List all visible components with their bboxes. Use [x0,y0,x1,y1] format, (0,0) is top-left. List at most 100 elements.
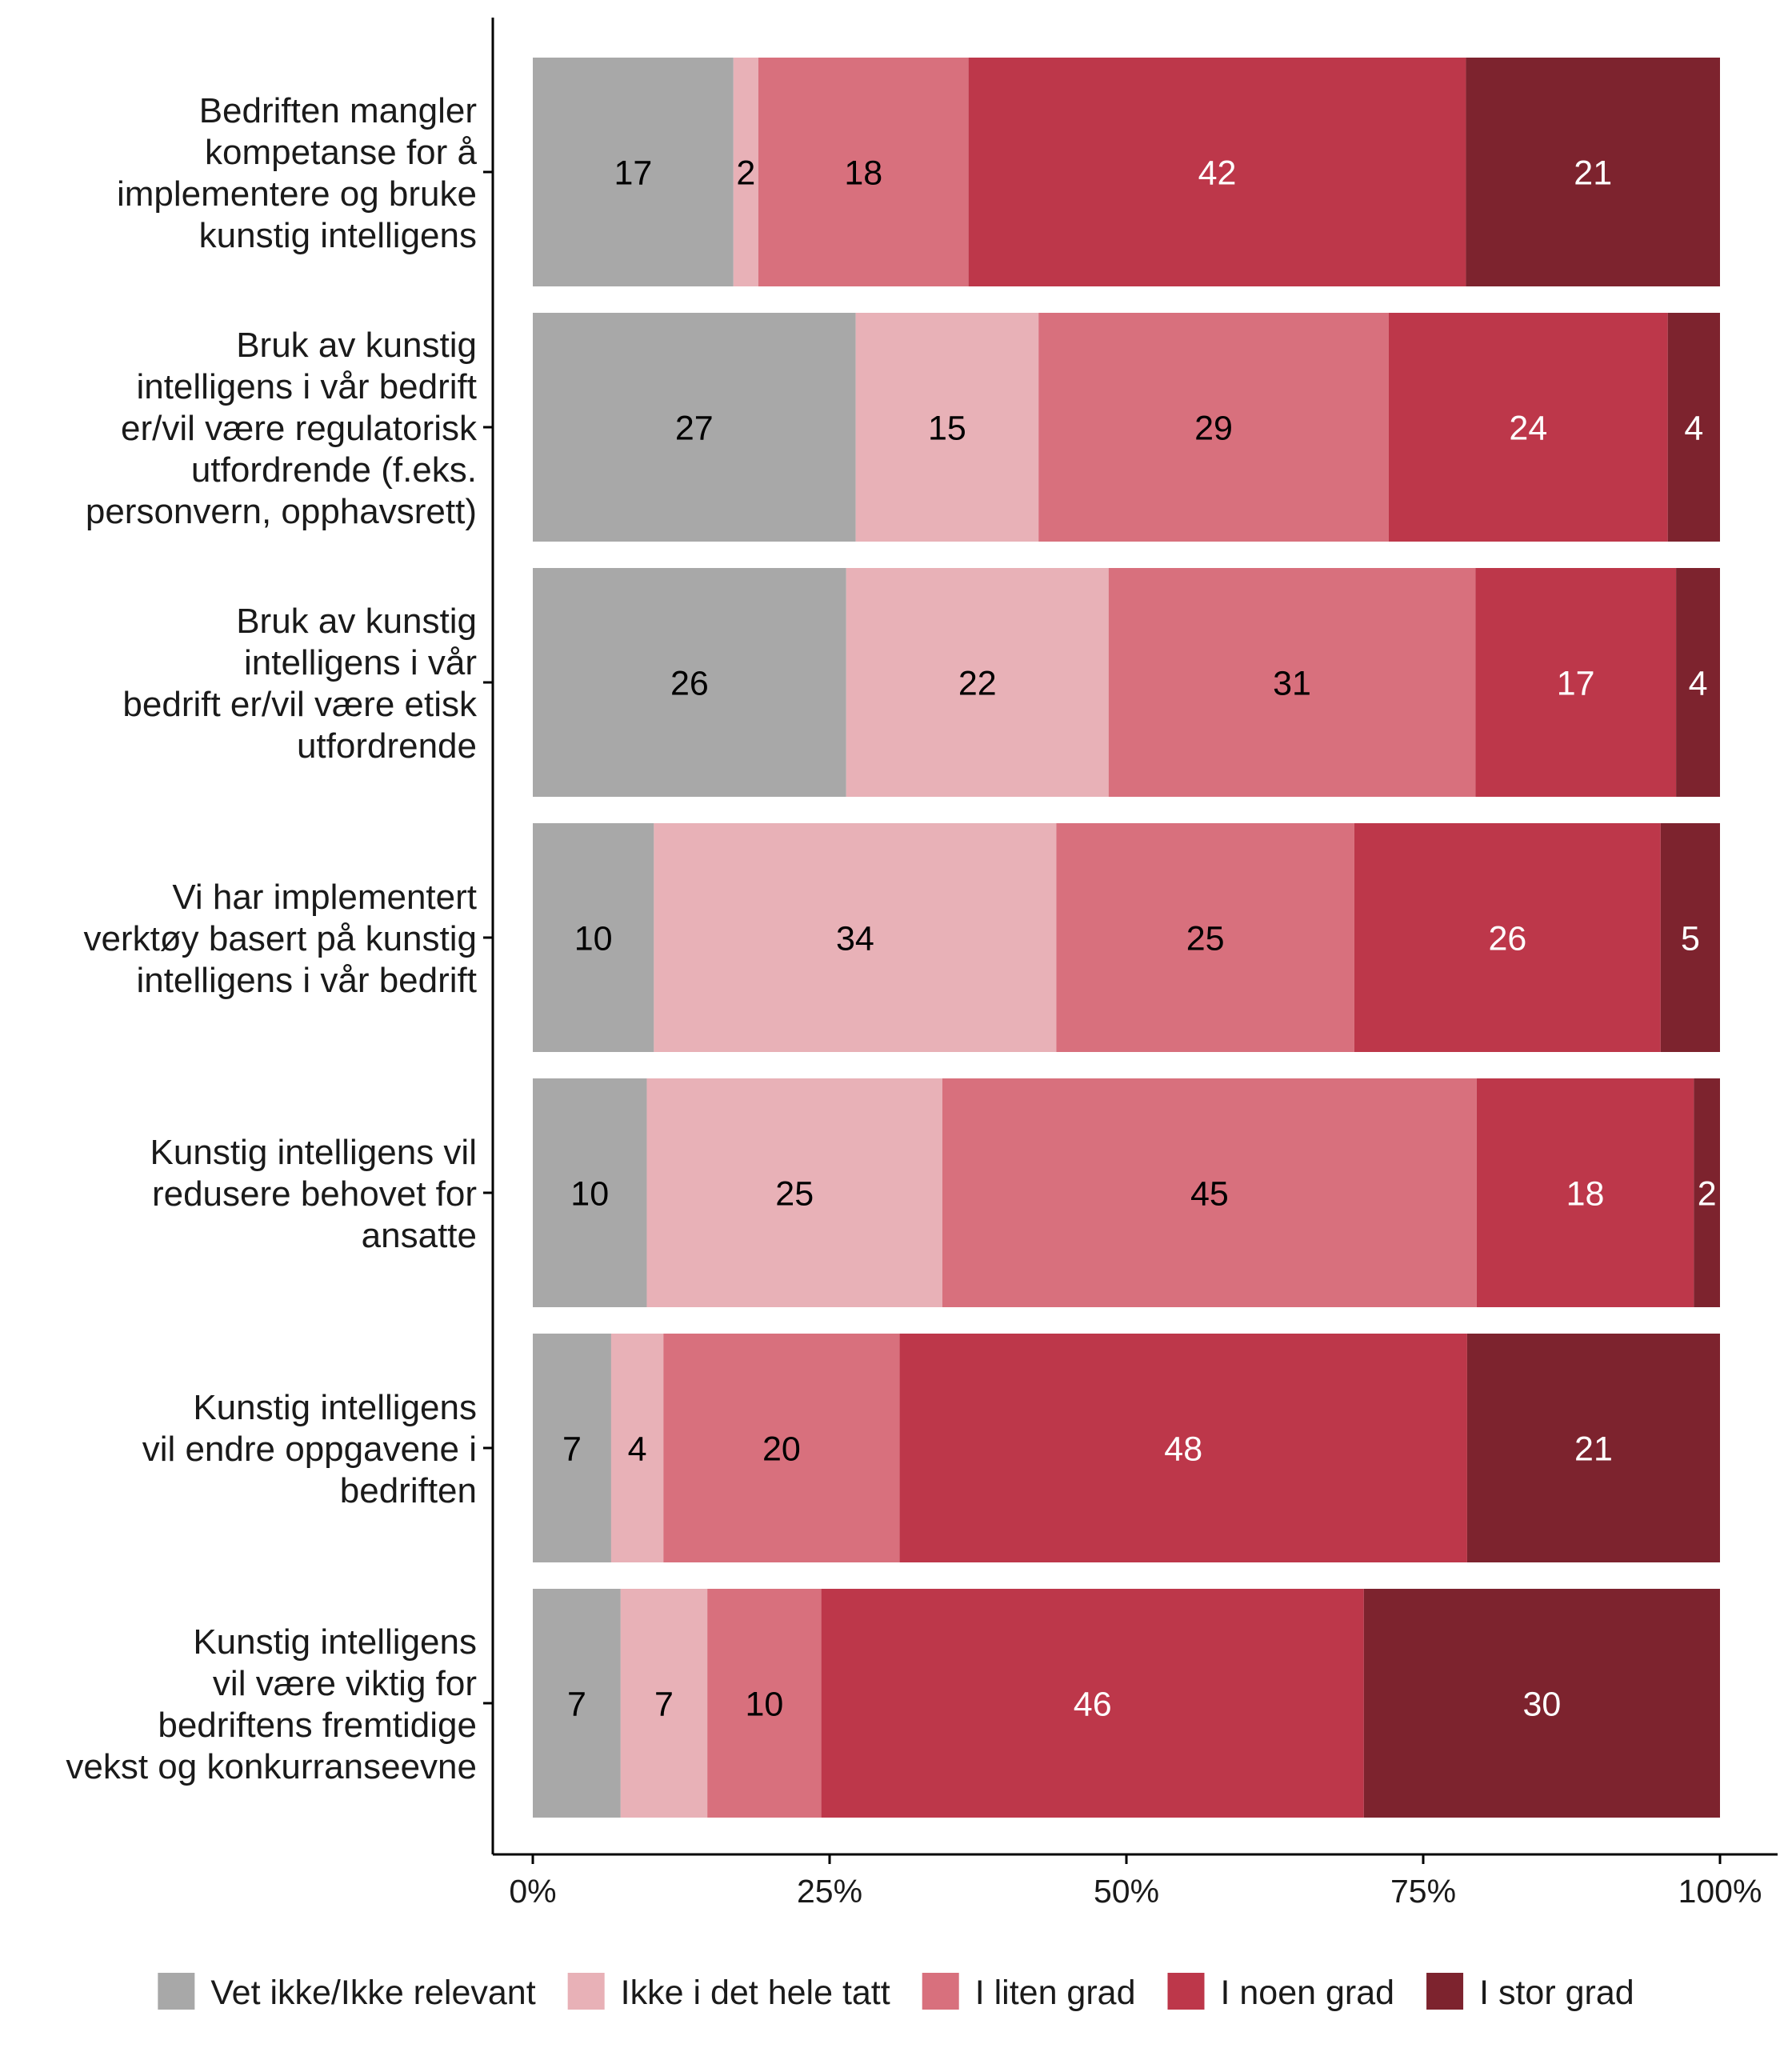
y-category-label: implementere og bruke [117,174,477,214]
x-tick-label: 25% [797,1873,862,1910]
legend-label: Vet ikke/Ikke relevant [210,1974,535,2012]
legend-label: Ikke i det hele tatt [621,1974,890,2012]
bar-segment [1475,568,1677,797]
bar-segment [610,1334,664,1562]
bar-segment [899,1334,1467,1562]
y-category-label: verktøy basert på kunstig [83,919,477,958]
bar-segment [968,58,1466,286]
bar-segment [533,1078,647,1307]
y-category-label: Kunstig intelligens [193,1622,477,1662]
y-category-label: kompetanse for å [205,133,477,172]
bar-value-label: 4 [1689,664,1708,702]
bar-segment [1056,823,1354,1052]
y-category-label: utfordrende (f.eks. [191,450,477,490]
bar-value-label: 17 [614,154,652,192]
bar-segment [1676,568,1720,797]
bar-value-label: 21 [1574,1430,1613,1468]
bar-segment [1354,823,1661,1052]
y-category-label: utfordrende [297,726,477,766]
y-category-label: intelligens i vår bedrift [136,367,477,406]
bar-segment [1660,823,1720,1052]
bar-segment [1466,58,1720,286]
bar-segment [733,58,758,286]
bar-value-label: 21 [1574,154,1612,192]
bar-value-label: 5 [1681,919,1700,958]
bar-segment [846,568,1109,797]
bar-value-label: 48 [1164,1430,1202,1468]
legend-label: I stor grad [1479,1974,1634,2012]
y-category-label: vil være viktig for [213,1664,477,1703]
bar-value-label: 7 [562,1430,582,1468]
bar-value-label: 18 [1566,1174,1605,1213]
bar-value-label: 24 [1509,409,1547,447]
bar-value-label: 7 [567,1685,586,1723]
bar-segment [1476,1078,1694,1307]
legend-item: Vet ikke/Ikke relevant [158,1973,536,2012]
bar-segment [533,823,654,1052]
y-category-label: Kunstig intelligens vil [150,1133,477,1172]
bar-value-label: 10 [745,1685,783,1723]
y-category-label: kunstig intelligens [199,216,477,255]
bar-value-label: 34 [836,919,874,958]
bar-segment [646,1078,942,1307]
bar-value-label: 10 [574,919,613,958]
bar-value-label: 4 [628,1430,647,1468]
bar-segment [1694,1078,1720,1307]
legend-item: I stor grad [1426,1973,1634,2012]
y-category-label: Bedriften mangler [199,91,477,130]
bar-segment [821,1589,1364,1818]
bar-segment [707,1589,822,1818]
bar-segment [533,1589,621,1818]
bar-value-label: 7 [654,1685,674,1723]
bar-value-label: 31 [1273,664,1311,702]
legend-swatch [567,1973,605,2010]
legend: Vet ikke/Ikke relevant Ikke i det hele ta… [158,1973,1634,2012]
bar-value-label: 2 [1698,1174,1717,1213]
legend-item: I noen grad [1167,1973,1395,2012]
bar-value-label: 25 [1186,919,1225,958]
y-category-label: redusere behovet for [152,1174,477,1214]
bar-segment [942,1078,1477,1307]
bar-segment [533,313,856,542]
bar-segment [1038,313,1389,542]
y-category-label: Kunstig intelligens [193,1388,477,1427]
bar-value-label: 10 [570,1174,609,1213]
x-tick-label: 75% [1390,1873,1456,1910]
bar-segment [533,1334,611,1562]
legend-swatch [1167,1973,1205,2010]
bar-segment [533,58,734,286]
bar-value-label: 26 [1488,919,1526,958]
bar-value-label: 17 [1557,664,1595,702]
legend-swatch [158,1973,195,2010]
bar-segment [758,58,969,286]
x-tick-label: 50% [1094,1873,1159,1910]
bar-value-label: 4 [1684,409,1703,447]
y-category-label: vekst og konkurranseevne [66,1747,477,1786]
bar-value-label: 26 [670,664,709,702]
bar-value-label: 27 [675,409,714,447]
bar-value-label: 25 [775,1174,814,1213]
legend-label: I liten grad [975,1974,1136,2012]
legend-swatch [922,1973,959,2010]
bar-segment [1667,313,1720,542]
bar-value-label: 22 [958,664,997,702]
bar-segment [620,1589,708,1818]
legend-label: I noen grad [1221,1974,1395,2012]
bar-segment [1388,313,1668,542]
bar-value-label: 46 [1074,1685,1112,1723]
bar-value-label: 15 [928,409,966,447]
bar-segment [533,568,846,797]
bar-segment [654,823,1057,1052]
bar-value-label: 45 [1190,1174,1229,1213]
y-category-label: Bruk av kunstig [236,326,477,365]
bar-segment [1363,1589,1720,1818]
y-category-label: ansatte [362,1216,477,1255]
x-tick-label: 0% [509,1873,556,1910]
y-category-label: er/vil være regulatorisk [121,409,478,448]
y-category-label: Vi har implementert [172,878,477,917]
y-category-label: intelligens i vår bedrift [136,961,477,1000]
y-category-label: Bruk av kunstig [236,602,477,641]
y-category-label: intelligens i vår [244,643,477,682]
